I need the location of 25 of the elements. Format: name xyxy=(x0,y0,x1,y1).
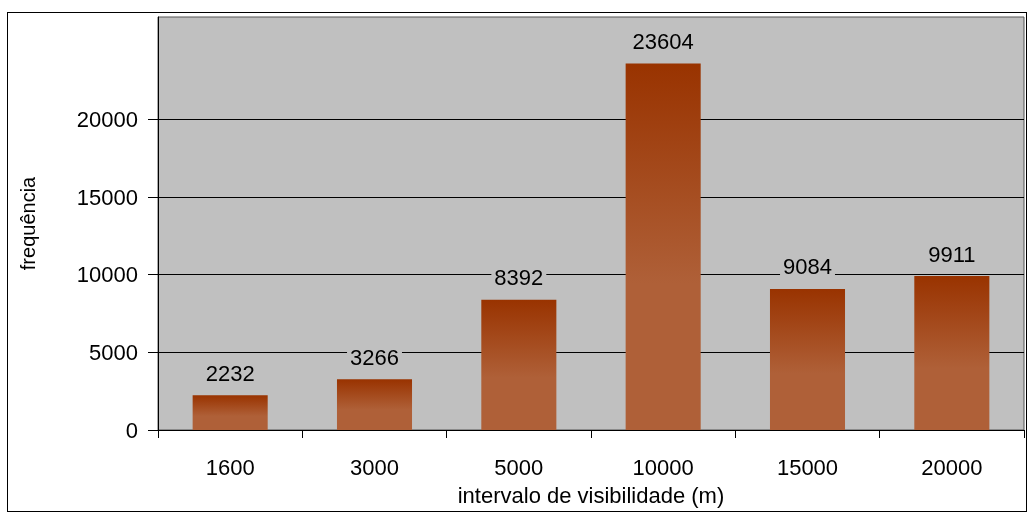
x-axis-title: intervalo de visibilidade (m) xyxy=(457,482,725,508)
bar xyxy=(769,288,846,430)
y-tick-label: 15000 xyxy=(76,184,138,210)
data-label: 23604 xyxy=(632,29,694,55)
y-tick-label: 20000 xyxy=(76,106,138,132)
x-tick-label: 5000 xyxy=(494,454,544,480)
data-label: 9911 xyxy=(928,241,976,267)
x-tick-label: 1600 xyxy=(205,454,255,480)
bar xyxy=(914,276,990,430)
x-tick-label: 20000 xyxy=(921,454,983,480)
y-tick-label: 10000 xyxy=(76,262,138,288)
x-tick-label: 15000 xyxy=(776,454,839,480)
y-axis-title: frequência xyxy=(17,175,39,271)
data-label: 3266 xyxy=(350,344,399,370)
x-tick-label: 3000 xyxy=(350,454,399,480)
x-tick-label: 10000 xyxy=(632,454,694,480)
bar xyxy=(336,379,413,430)
data-label: 8392 xyxy=(494,265,544,291)
bar xyxy=(192,395,268,430)
bar xyxy=(625,63,701,430)
bar xyxy=(481,299,557,430)
data-label: 9084 xyxy=(783,254,832,280)
y-tick-label: 5000 xyxy=(89,339,138,365)
y-tick-label: 0 xyxy=(125,417,138,443)
data-label: 2232 xyxy=(205,360,255,386)
